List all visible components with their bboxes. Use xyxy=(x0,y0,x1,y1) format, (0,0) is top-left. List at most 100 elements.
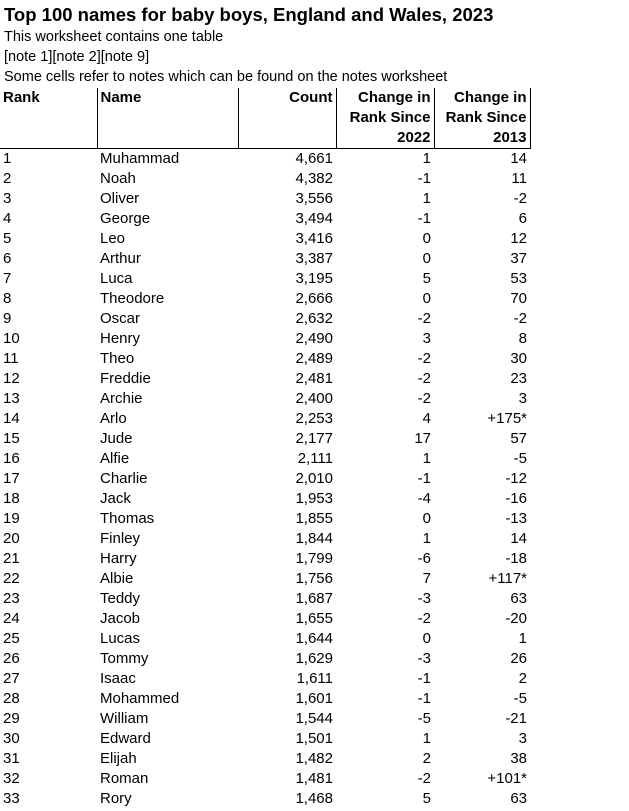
table-cell: Jude xyxy=(100,430,133,447)
table-cell: -2 xyxy=(417,310,431,327)
table-row: 14 Arlo 2,253 4 +175* xyxy=(0,409,530,429)
table-cell: Elijah xyxy=(100,750,137,767)
table-cell: Freddie xyxy=(100,370,151,387)
table-cell: 1,601 xyxy=(295,690,333,707)
table-row: 13 Archie 2,400 -2 3 xyxy=(0,389,530,409)
table-cell: 17 xyxy=(3,470,20,487)
table-cell: 3,387 xyxy=(295,250,333,267)
table-cell: 23 xyxy=(3,590,20,607)
table-cell: William xyxy=(100,710,149,727)
table-cell: Harry xyxy=(100,550,137,567)
table-cell: 1,481 xyxy=(295,770,333,787)
table-cell: 1,799 xyxy=(295,550,333,567)
table-cell: Charlie xyxy=(100,470,148,487)
table-row: 30 Edward 1,501 1 3 xyxy=(0,729,530,749)
table-cell: 1 xyxy=(422,190,431,207)
table-cell: Edward xyxy=(100,730,151,747)
table-cell: 28 xyxy=(3,690,20,707)
table-cell: -20 xyxy=(505,610,527,627)
table-cell: -5 xyxy=(513,690,527,707)
table-cell: Albie xyxy=(100,570,134,587)
table-cell: 3 xyxy=(3,190,12,207)
table-cell: -12 xyxy=(505,470,527,487)
table-cell: 14 xyxy=(3,410,20,427)
table-cell: -2 xyxy=(417,370,431,387)
table-cell: 2,010 xyxy=(295,470,333,487)
table-row: 19 Thomas 1,855 0 -13 xyxy=(0,509,530,529)
table-cell: 11 xyxy=(3,350,19,367)
table-cell: 26 xyxy=(3,650,20,667)
table-cell: -6 xyxy=(417,550,431,567)
table-cell: -1 xyxy=(417,470,431,487)
table-cell: 2,632 xyxy=(295,310,333,327)
table-cell: -2 xyxy=(417,350,431,367)
column-header: Change in Rank Since 2013 xyxy=(433,88,531,149)
table-cell: -5 xyxy=(417,710,431,727)
table-cell: 23 xyxy=(510,370,527,387)
table-cell: 8 xyxy=(3,290,12,307)
table-cell: 25 xyxy=(3,630,20,647)
table-cell: Isaac xyxy=(100,670,136,687)
table-cell: 1,544 xyxy=(295,710,333,727)
table-cell: 2,111 xyxy=(297,450,333,467)
table-cell: 19 xyxy=(3,510,20,527)
table-cell: 3,416 xyxy=(295,230,333,247)
table-cell: 22 xyxy=(3,570,20,587)
table-cell: 1,629 xyxy=(295,650,333,667)
table-cell: 20 xyxy=(3,530,20,547)
table-cell: 3,195 xyxy=(295,270,333,287)
table-row: 28 Mohammed 1,601 -1 -5 xyxy=(0,689,530,709)
table-cell: 1,611 xyxy=(296,670,333,687)
table-cell: 3 xyxy=(518,730,527,747)
table-cell: -1 xyxy=(417,670,431,687)
table-cell: 0 xyxy=(422,630,431,647)
table-cell: 30 xyxy=(510,350,527,367)
table-cell: 3,494 xyxy=(295,210,333,227)
table-cell: Tommy xyxy=(100,650,149,667)
table-cell: 3 xyxy=(518,390,527,407)
table-row: 20 Finley 1,844 1 14 xyxy=(0,529,530,549)
table-cell: 2,253 xyxy=(295,410,333,427)
table-cell: 0 xyxy=(422,510,431,527)
table-row: 10 Henry 2,490 3 8 xyxy=(0,329,530,349)
table-cell: -2 xyxy=(513,310,527,327)
table-row: 18 Jack 1,953 -4 -16 xyxy=(0,489,530,509)
table-cell: 1 xyxy=(422,730,431,747)
table-cell: Jacob xyxy=(100,610,141,627)
table-cell: 29 xyxy=(3,710,20,727)
table-row: 23 Teddy 1,687 -3 63 xyxy=(0,589,530,609)
table-cell: Oliver xyxy=(100,190,140,207)
table-cell: 4,382 xyxy=(295,170,333,187)
table-cell: 4 xyxy=(422,410,431,427)
column-header: Rank xyxy=(0,88,97,149)
table-cell: 4,661 xyxy=(295,150,333,167)
table-cell: 1,756 xyxy=(295,570,333,587)
table-cell: 24 xyxy=(3,610,20,627)
table-row: 2 Noah 4,382 -1 11 xyxy=(0,169,530,189)
table-cell: 6 xyxy=(3,250,12,267)
table-cell: Arthur xyxy=(100,250,141,267)
table-cell: 5 xyxy=(422,790,431,807)
table-cell: -3 xyxy=(417,650,431,667)
table-cell: 7 xyxy=(422,570,431,587)
table-cell: 14 xyxy=(510,530,527,547)
table-cell: 15 xyxy=(3,430,20,447)
table-row: 11 Theo 2,489 -2 30 xyxy=(0,349,530,369)
data-table: Rank Name Count Change in Rank Since 2022 Ch… xyxy=(0,88,531,809)
table-row: 26 Tommy 1,629 -3 26 xyxy=(0,649,530,669)
table-cell: -18 xyxy=(505,550,527,567)
table-cell: 38 xyxy=(510,750,527,767)
table-cell: 0 xyxy=(422,290,431,307)
table-cell: 4 xyxy=(3,210,12,227)
table-row: 17 Charlie 2,010 -1 -12 xyxy=(0,469,530,489)
table-cell: 1 xyxy=(3,150,12,167)
table-row: 9 Oscar 2,632 -2 -2 xyxy=(0,309,530,329)
table-cell: +175* xyxy=(487,410,527,427)
note: Some cells refer to notes which can be f… xyxy=(4,69,448,85)
table-cell: -1 xyxy=(417,690,431,707)
table-cell: 0 xyxy=(422,230,431,247)
table-cell: 2,177 xyxy=(295,430,333,447)
column-header: Name xyxy=(96,88,238,149)
table-row: 31 Elijah 1,482 2 38 xyxy=(0,749,530,769)
